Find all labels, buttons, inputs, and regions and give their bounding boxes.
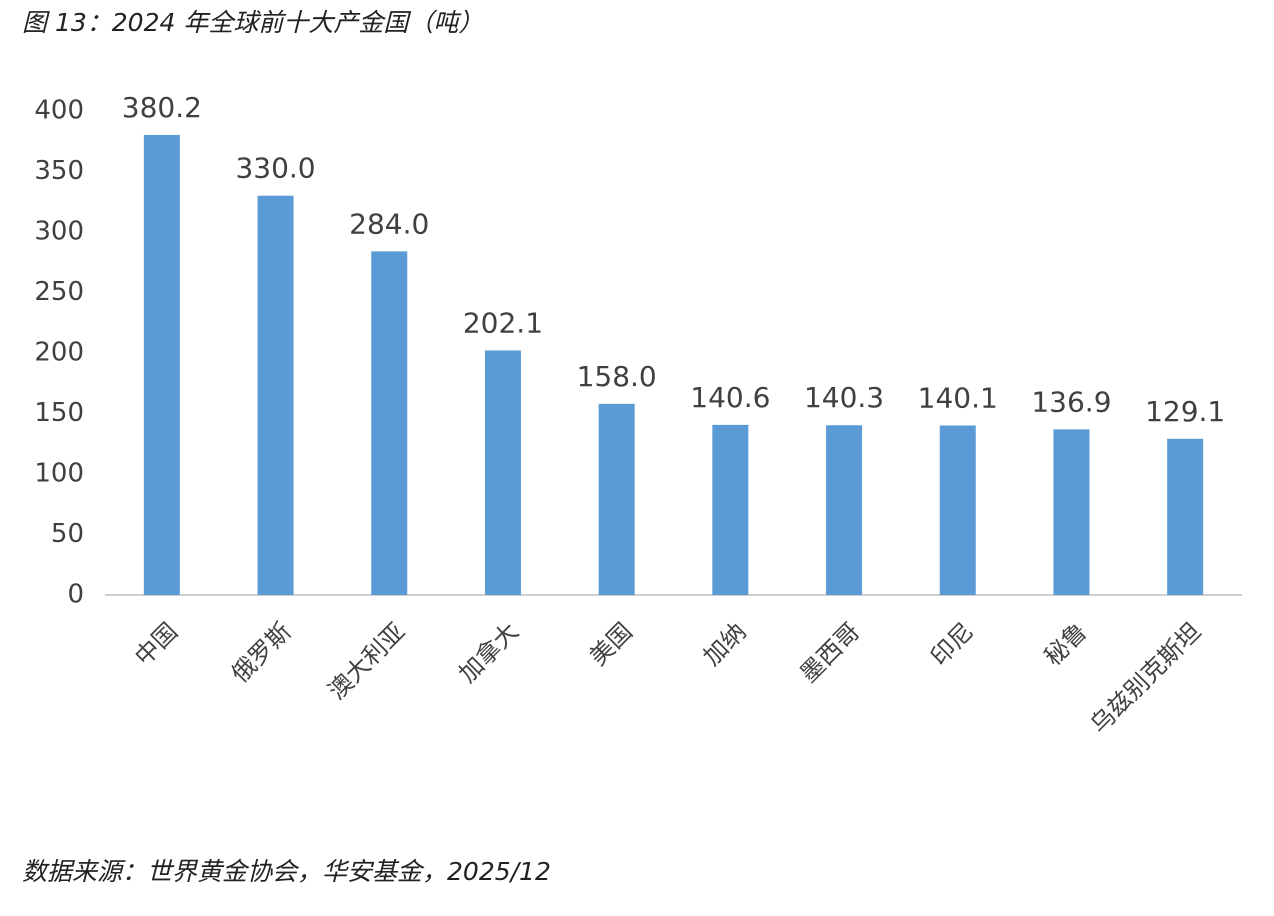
value-label: 330.0 (235, 152, 315, 185)
y-tick-label: 100 (34, 459, 84, 489)
bar (484, 350, 521, 595)
bar (143, 134, 180, 595)
value-label: 140.1 (918, 381, 998, 414)
value-label: 140.6 (690, 381, 770, 414)
bar (371, 251, 408, 596)
y-tick-label: 50 (51, 519, 84, 549)
x-tick-label: 乌兹别克斯坦 (1085, 617, 1207, 739)
x-tick-label: 俄罗斯 (226, 617, 297, 688)
x-tick-label: 加拿大 (453, 617, 524, 688)
value-label: 136.9 (1031, 385, 1111, 418)
y-tick-label: 300 (34, 217, 84, 247)
bar (712, 424, 749, 595)
bar (1053, 429, 1090, 595)
value-label: 202.1 (463, 306, 543, 339)
x-tick-label: 墨西哥 (795, 617, 866, 688)
y-tick-label: 400 (34, 96, 84, 126)
x-tick-label: 澳大利亚 (323, 617, 411, 705)
x-tick-label: 加纳 (698, 617, 752, 671)
chart-source: 数据来源：世界黄金协会，华安基金，2025/12 (22, 857, 551, 886)
bar (1167, 438, 1204, 595)
y-tick-label: 150 (34, 398, 84, 428)
x-tick-label: 美国 (584, 617, 638, 671)
bar (598, 403, 635, 595)
chart-title: 图 13：2024 年全球前十大产金国（吨） (22, 8, 483, 37)
y-tick-label: 350 (34, 156, 84, 186)
x-tick-label: 印尼 (925, 617, 979, 671)
bar (257, 195, 294, 595)
value-label: 158.0 (577, 360, 657, 393)
bar (939, 425, 976, 595)
y-tick-label: 200 (34, 338, 84, 368)
value-label: 284.0 (349, 207, 429, 240)
y-tick-label: 250 (34, 277, 84, 307)
value-label: 380.2 (122, 91, 202, 124)
y-tick-label: 0 (67, 580, 84, 610)
x-tick-label: 中国 (129, 617, 183, 671)
value-label: 140.3 (804, 381, 884, 414)
bar (826, 425, 863, 595)
x-tick-label: 秘鲁 (1039, 617, 1093, 671)
value-label: 129.1 (1145, 395, 1225, 428)
